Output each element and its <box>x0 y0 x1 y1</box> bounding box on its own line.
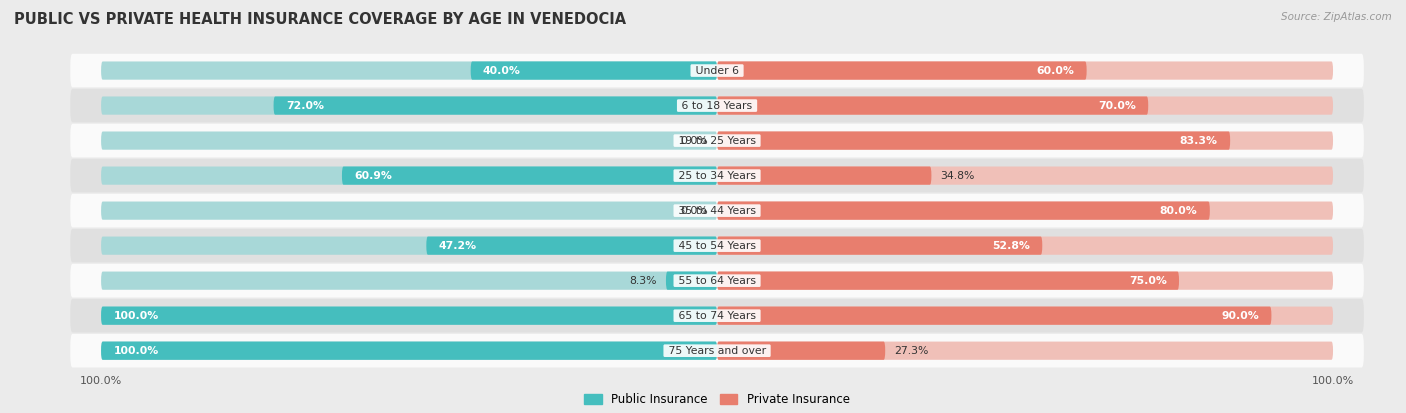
FancyBboxPatch shape <box>717 342 1333 360</box>
FancyBboxPatch shape <box>101 62 717 80</box>
Text: 8.3%: 8.3% <box>630 275 657 286</box>
Text: 60.0%: 60.0% <box>1036 66 1074 76</box>
Text: 80.0%: 80.0% <box>1160 206 1198 216</box>
FancyBboxPatch shape <box>717 342 886 360</box>
Legend: Public Insurance, Private Insurance: Public Insurance, Private Insurance <box>579 389 855 411</box>
Text: 75 Years and over: 75 Years and over <box>665 346 769 356</box>
FancyBboxPatch shape <box>101 306 717 325</box>
FancyBboxPatch shape <box>717 97 1149 115</box>
Text: 72.0%: 72.0% <box>285 101 323 111</box>
FancyBboxPatch shape <box>101 306 717 325</box>
FancyBboxPatch shape <box>101 342 717 360</box>
Text: 0.0%: 0.0% <box>681 135 707 146</box>
FancyBboxPatch shape <box>666 272 717 290</box>
FancyBboxPatch shape <box>717 306 1271 325</box>
FancyBboxPatch shape <box>101 166 717 185</box>
FancyBboxPatch shape <box>70 124 1364 157</box>
Text: 100.0%: 100.0% <box>114 311 159 320</box>
Text: Under 6: Under 6 <box>692 66 742 76</box>
Text: 55 to 64 Years: 55 to 64 Years <box>675 275 759 286</box>
FancyBboxPatch shape <box>101 272 717 290</box>
Text: 0.0%: 0.0% <box>681 206 707 216</box>
Text: 25 to 34 Years: 25 to 34 Years <box>675 171 759 180</box>
FancyBboxPatch shape <box>717 97 1333 115</box>
Text: 47.2%: 47.2% <box>439 241 477 251</box>
FancyBboxPatch shape <box>471 62 717 80</box>
Text: 45 to 54 Years: 45 to 54 Years <box>675 241 759 251</box>
FancyBboxPatch shape <box>70 194 1364 228</box>
Text: 35 to 44 Years: 35 to 44 Years <box>675 206 759 216</box>
FancyBboxPatch shape <box>717 62 1333 80</box>
FancyBboxPatch shape <box>70 229 1364 262</box>
Text: 65 to 74 Years: 65 to 74 Years <box>675 311 759 320</box>
FancyBboxPatch shape <box>717 166 1333 185</box>
FancyBboxPatch shape <box>70 299 1364 332</box>
FancyBboxPatch shape <box>70 89 1364 122</box>
Text: Source: ZipAtlas.com: Source: ZipAtlas.com <box>1281 12 1392 22</box>
FancyBboxPatch shape <box>717 272 1333 290</box>
Text: 70.0%: 70.0% <box>1098 101 1136 111</box>
FancyBboxPatch shape <box>101 202 717 220</box>
FancyBboxPatch shape <box>101 97 717 115</box>
FancyBboxPatch shape <box>70 334 1364 368</box>
Text: PUBLIC VS PRIVATE HEALTH INSURANCE COVERAGE BY AGE IN VENEDOCIA: PUBLIC VS PRIVATE HEALTH INSURANCE COVER… <box>14 12 626 27</box>
FancyBboxPatch shape <box>342 166 717 185</box>
FancyBboxPatch shape <box>717 166 931 185</box>
FancyBboxPatch shape <box>101 342 717 360</box>
FancyBboxPatch shape <box>717 62 1087 80</box>
Text: 27.3%: 27.3% <box>894 346 929 356</box>
FancyBboxPatch shape <box>101 237 717 255</box>
FancyBboxPatch shape <box>717 202 1333 220</box>
FancyBboxPatch shape <box>717 272 1180 290</box>
Text: 40.0%: 40.0% <box>484 66 520 76</box>
FancyBboxPatch shape <box>717 131 1333 150</box>
FancyBboxPatch shape <box>101 131 717 150</box>
Text: 34.8%: 34.8% <box>941 171 974 180</box>
Text: 90.0%: 90.0% <box>1222 311 1260 320</box>
FancyBboxPatch shape <box>717 237 1042 255</box>
FancyBboxPatch shape <box>70 54 1364 88</box>
Text: 83.3%: 83.3% <box>1180 135 1218 146</box>
FancyBboxPatch shape <box>717 131 1230 150</box>
FancyBboxPatch shape <box>717 237 1333 255</box>
Text: 6 to 18 Years: 6 to 18 Years <box>678 101 756 111</box>
FancyBboxPatch shape <box>426 237 717 255</box>
FancyBboxPatch shape <box>274 97 717 115</box>
FancyBboxPatch shape <box>717 306 1333 325</box>
Text: 75.0%: 75.0% <box>1129 275 1167 286</box>
FancyBboxPatch shape <box>70 264 1364 297</box>
Text: 19 to 25 Years: 19 to 25 Years <box>675 135 759 146</box>
Text: 52.8%: 52.8% <box>993 241 1031 251</box>
Text: 60.9%: 60.9% <box>354 171 392 180</box>
FancyBboxPatch shape <box>70 159 1364 192</box>
Text: 100.0%: 100.0% <box>114 346 159 356</box>
FancyBboxPatch shape <box>717 202 1209 220</box>
